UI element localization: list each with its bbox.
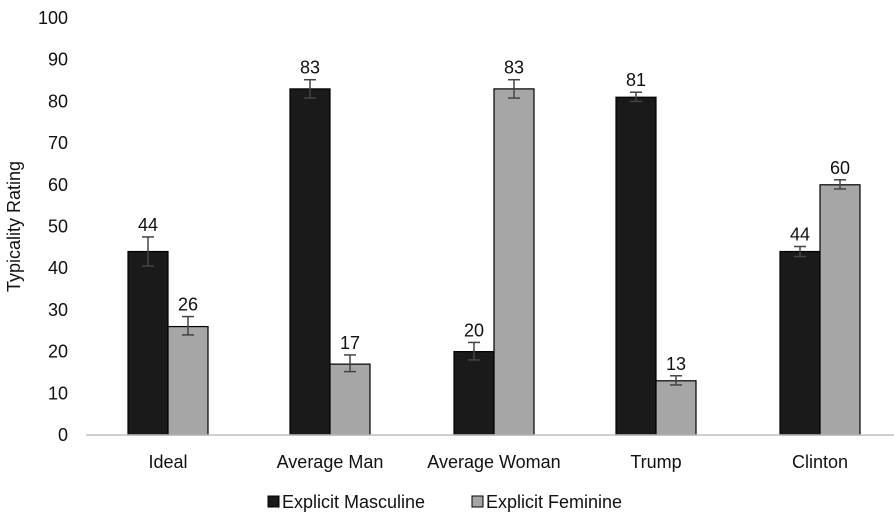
legend: Explicit Masculine Explicit Feminine bbox=[267, 492, 622, 512]
bar-masculine bbox=[615, 96, 657, 436]
category-label: Ideal bbox=[148, 452, 187, 472]
y-tick-label: 60 bbox=[48, 175, 68, 195]
data-label: 83 bbox=[504, 58, 524, 78]
category-label: Average Woman bbox=[427, 452, 560, 472]
data-labels: 44 83 20 81 44 26 17 83 13 60 bbox=[138, 58, 850, 374]
bar-feminine bbox=[493, 88, 535, 436]
y-tick-label: 50 bbox=[48, 217, 68, 237]
y-tick-label: 70 bbox=[48, 133, 68, 153]
data-label: 81 bbox=[626, 70, 646, 90]
error-bars bbox=[142, 78, 846, 386]
bar-feminine bbox=[819, 184, 861, 436]
bar-masculine bbox=[289, 88, 331, 436]
y-tick-label: 0 bbox=[58, 425, 68, 445]
data-label: 44 bbox=[790, 225, 810, 245]
legend-label-masculine: Explicit Masculine bbox=[282, 492, 425, 512]
data-label: 44 bbox=[138, 215, 158, 235]
bars bbox=[127, 88, 861, 436]
bar-feminine bbox=[655, 380, 697, 436]
y-tick-label: 90 bbox=[48, 50, 68, 70]
category-label: Trump bbox=[630, 452, 681, 472]
bar-masculine bbox=[779, 250, 821, 436]
legend-label-feminine: Explicit Feminine bbox=[486, 492, 622, 512]
x-axis-categories: Ideal Average Man Average Woman Trump Clinto… bbox=[148, 452, 848, 472]
category-label: Average Man bbox=[277, 452, 384, 472]
y-tick-label: 30 bbox=[48, 300, 68, 320]
data-label: 13 bbox=[666, 354, 686, 374]
data-label: 17 bbox=[340, 333, 360, 353]
data-label: 60 bbox=[830, 158, 850, 178]
bar-feminine bbox=[329, 363, 371, 436]
data-label: 20 bbox=[464, 320, 484, 340]
bar-feminine bbox=[167, 325, 209, 436]
y-tick-label: 20 bbox=[48, 342, 68, 362]
y-tick-label: 40 bbox=[48, 258, 68, 278]
bar-masculine bbox=[453, 351, 495, 436]
y-axis-ticks: 0 10 20 30 40 50 60 70 80 90 100 bbox=[38, 8, 68, 445]
y-tick-label: 80 bbox=[48, 91, 68, 111]
data-label: 83 bbox=[300, 58, 320, 78]
category-label: Clinton bbox=[792, 452, 848, 472]
legend-swatch-masculine bbox=[267, 495, 280, 508]
y-axis-title: Typicality Rating bbox=[4, 161, 24, 292]
data-label: 26 bbox=[178, 295, 198, 315]
y-tick-label: 10 bbox=[48, 383, 68, 403]
bar-masculine bbox=[127, 250, 169, 436]
y-tick-label: 100 bbox=[38, 8, 68, 28]
legend-swatch-feminine bbox=[471, 495, 484, 508]
